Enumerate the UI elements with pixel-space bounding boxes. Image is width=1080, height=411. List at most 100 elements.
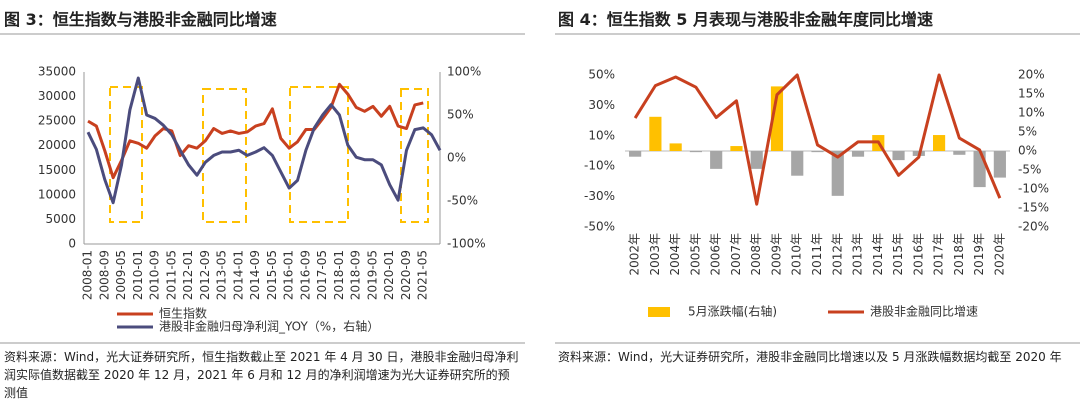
y2-tick-label: 15% <box>1018 87 1045 101</box>
y-tick-label: -50% <box>584 220 615 234</box>
bar <box>892 151 905 161</box>
x-tick-label: 2014年 <box>871 233 885 276</box>
x-tick-label: 2008-09 <box>97 250 111 300</box>
y2-tick-label: 50% <box>447 108 474 122</box>
x-tick-label: 2020-01 <box>382 250 396 300</box>
y2-tick-label: 0% <box>447 151 466 165</box>
line <box>633 73 1002 206</box>
x-tick-label: 2007年 <box>729 233 743 276</box>
chart-title: 图 4：恒生指数 5 月表现与港股非金融年度同比增速 <box>558 10 933 29</box>
highlight-box <box>289 86 349 223</box>
bar <box>791 151 804 176</box>
y-tick-label: 10% <box>588 128 615 142</box>
bar <box>649 116 662 151</box>
x-tick-label: 2009-05 <box>114 250 128 300</box>
x-tick-label: 2019年 <box>972 233 986 276</box>
y-tick-label: 20000 <box>38 138 76 152</box>
source-note: 资料来源：Wind，光大证券研究所，港股非金融同比增速以及 5 月涨跌幅数据均截… <box>558 350 1062 364</box>
bar <box>730 146 743 151</box>
x-tick-label: 2005年 <box>688 233 702 276</box>
x-tick-label: 2017-05 <box>315 250 329 300</box>
x-tick-label: 2012-09 <box>198 250 212 300</box>
y2-tick-label: 5% <box>1018 125 1037 139</box>
x-tick-label: 2016年 <box>911 233 925 276</box>
bar <box>811 151 824 153</box>
bar <box>993 151 1006 178</box>
x-tick-label: 2010-09 <box>148 250 162 300</box>
chart-title: 图 3：恒生指数与港股非金融同比增速 <box>4 10 277 29</box>
highlight-box <box>202 88 247 223</box>
y2-tick-label: -10% <box>1018 182 1049 196</box>
x-tick-label: 2019-05 <box>365 250 379 300</box>
x-tick-label: 2012年 <box>830 233 844 276</box>
y2-tick-label: -5% <box>1018 163 1041 177</box>
legend-label: 港股非金融同比增速 <box>870 304 978 319</box>
y2-tick-label: 20% <box>1018 68 1045 82</box>
y-tick-label: 35000 <box>38 65 76 79</box>
legend-label: 港股非金融归母净利润_YOY（%，右轴） <box>159 319 379 334</box>
y2-tick-label: -50% <box>447 194 478 208</box>
x-tick-label: 2004年 <box>668 233 682 276</box>
line <box>87 82 424 180</box>
x-tick-label: 2017年 <box>932 233 946 276</box>
x-tick-label: 2015年 <box>891 233 905 276</box>
bar <box>933 135 946 151</box>
x-tick-label: 2018-01 <box>332 250 346 300</box>
x-tick-label: 2016-01 <box>282 250 296 300</box>
y2-tick-label: -15% <box>1018 201 1049 215</box>
x-tick-label: 2002年 <box>628 233 642 276</box>
y-tick-label: 50% <box>588 68 615 82</box>
legend-label: 恒生指数 <box>159 306 207 321</box>
bar <box>689 151 702 153</box>
legend-swatch <box>648 307 670 317</box>
y-tick-label: 15000 <box>38 163 76 177</box>
y-tick-label: 30000 <box>38 89 76 103</box>
x-tick-label: 2013年 <box>851 233 865 276</box>
bar <box>851 151 865 157</box>
highlight-box <box>400 88 429 223</box>
y2-tick-label: 100% <box>447 65 481 79</box>
y2-tick-label: 0% <box>1018 144 1037 158</box>
y-tick-label: -10% <box>584 159 615 173</box>
x-tick-label: 2021-05 <box>416 250 430 300</box>
source-note: 资料来源：Wind，光大证券研究所，恒生指数截止至 2021 年 4 月 30 … <box>4 350 519 400</box>
x-tick-label: 2016-09 <box>298 250 312 300</box>
bar <box>770 86 784 151</box>
x-tick-label: 2011年 <box>810 233 824 276</box>
y-tick-label: -30% <box>584 189 615 203</box>
y-tick-label: 5000 <box>45 212 76 226</box>
x-tick-label: 2008年 <box>749 233 763 276</box>
bar <box>710 151 723 169</box>
x-tick-label: 2020-09 <box>399 250 413 300</box>
y-tick-label: 30% <box>588 98 615 112</box>
x-tick-label: 2012-01 <box>181 250 195 300</box>
x-tick-label: 2008-01 <box>81 250 95 300</box>
y2-tick-label: -20% <box>1018 220 1049 234</box>
x-tick-label: 2013-05 <box>215 250 229 300</box>
x-tick-label: 2011-05 <box>164 250 178 300</box>
x-tick-label: 2003年 <box>648 233 662 276</box>
bar <box>831 151 844 196</box>
line <box>86 76 442 205</box>
highlight-box <box>109 86 143 223</box>
y2-tick-label: -100% <box>447 237 486 251</box>
x-tick-label: 2010-01 <box>131 250 145 300</box>
y-tick-label: 0 <box>68 237 76 251</box>
highlight-boxes <box>109 86 429 223</box>
y-tick-label: 25000 <box>38 114 76 128</box>
x-tick-label: 2010年 <box>790 233 804 276</box>
y-tick-label: 10000 <box>38 187 76 201</box>
x-tick-label: 2018年 <box>952 233 966 276</box>
x-tick-label: 2020年 <box>992 233 1006 276</box>
bar <box>750 151 763 169</box>
x-tick-label: 2006年 <box>709 233 723 276</box>
x-tick-label: 2015-05 <box>265 250 279 300</box>
x-tick-label: 2014-01 <box>231 250 245 300</box>
y2-tick-label: 10% <box>1018 106 1045 120</box>
bar <box>953 151 966 155</box>
legend-label: 5月涨跌幅(右轴) <box>688 304 777 319</box>
x-tick-label: 2014-09 <box>248 250 262 300</box>
x-tick-label: 2009年 <box>769 233 783 276</box>
